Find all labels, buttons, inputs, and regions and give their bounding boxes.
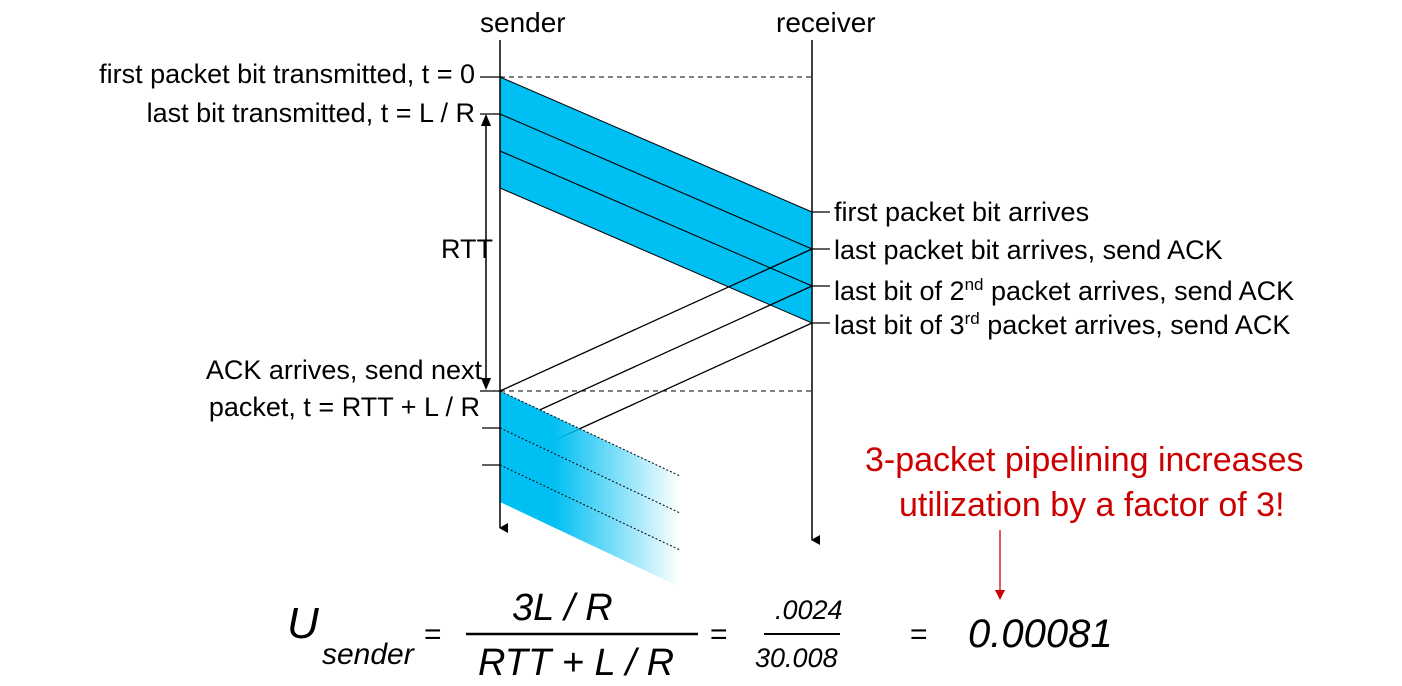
first-bit-label: first packet bit transmitted, t = 0 xyxy=(99,59,475,89)
third-pre: last bit of 3 xyxy=(834,310,965,340)
rtt-arrow-head-down xyxy=(481,378,491,390)
formula-denominator-1: RTT + L / R xyxy=(478,642,675,684)
third-sup: rd xyxy=(964,309,980,328)
ack-arrives-label: ACK arrives, send next xyxy=(205,355,482,385)
ack-line-1 xyxy=(499,248,813,392)
callout-line-2: utilization by a factor of 3! xyxy=(899,486,1285,524)
formula-u: U xyxy=(287,599,319,648)
second-pre: last bit of 2 xyxy=(834,276,965,306)
formula-numerator-1: 3L / R xyxy=(512,587,613,629)
ack-line-2 xyxy=(499,285,813,429)
next-packet-band-3 xyxy=(500,465,680,587)
second-arrives-label: last bit of 2nd packet arrives, send ACK xyxy=(834,276,1294,305)
last-bit-label: last bit transmitted, t = L / R xyxy=(146,98,475,128)
last-arrives-label: last packet bit arrives, send ACK xyxy=(834,235,1223,265)
third-arrives-label: last bit of 3rd packet arrives, send ACK xyxy=(834,310,1290,339)
first-arrives-label: first packet bit arrives xyxy=(834,197,1090,227)
formula-denominator-2: 30.008 xyxy=(755,643,838,673)
next-packet-edge xyxy=(499,464,681,551)
rtt-arrow-head-up xyxy=(481,114,491,126)
next-packet-band-2 xyxy=(500,428,680,550)
callout-arrow-head xyxy=(995,590,1005,600)
next-packet-band-1 xyxy=(500,391,680,513)
formula-numerator-2: .0024 xyxy=(775,595,843,625)
next-packet-edge xyxy=(499,390,681,477)
rtt-label: RTT xyxy=(441,234,493,264)
third-post: packet arrives, send ACK xyxy=(979,310,1291,340)
next-packet-edge xyxy=(499,427,681,514)
formula-result: 0.00081 xyxy=(968,612,1113,656)
formula-eq3: = xyxy=(910,618,928,651)
formula-subscript: sender xyxy=(322,638,414,671)
second-post: packet arrives, send ACK xyxy=(983,276,1295,306)
callout-line-1: 3-packet pipelining increases xyxy=(865,441,1304,479)
formula-eq2: = xyxy=(710,618,728,651)
receiver-header: receiver xyxy=(776,7,876,38)
formula-eq1: = xyxy=(424,618,442,651)
sender-header: sender xyxy=(480,7,566,38)
second-sup: nd xyxy=(964,275,984,294)
next-packet-label: packet, t = RTT + L / R xyxy=(208,392,480,422)
